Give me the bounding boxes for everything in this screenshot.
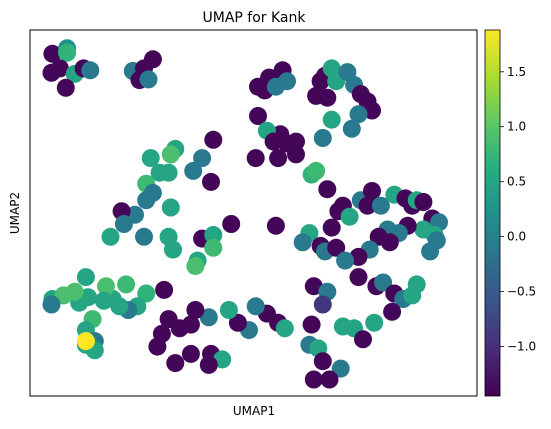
scatter-point — [140, 70, 158, 88]
scatter-point — [43, 64, 61, 82]
scatter-point — [200, 356, 218, 374]
chart-title: UMAP for Kank — [203, 10, 307, 26]
scatter-point — [307, 162, 325, 180]
scatter-point — [314, 129, 332, 147]
scatter-point — [162, 199, 180, 217]
scatter-point — [403, 286, 421, 304]
colorbar-tick-label: 1.5 — [507, 65, 526, 79]
scatter-point — [269, 149, 287, 167]
scatter-point — [102, 228, 120, 246]
scatter-point — [305, 371, 323, 389]
scatter-point — [321, 371, 339, 389]
scatter-point — [341, 208, 359, 226]
scatter-point — [323, 219, 341, 237]
scatter-point — [323, 111, 341, 129]
scatter-point — [184, 162, 202, 180]
scatter-point — [365, 314, 383, 332]
scatter-point — [294, 233, 312, 251]
x-axis-label: UMAP1 — [233, 404, 275, 418]
scatter-point — [148, 338, 166, 356]
scatter-point — [115, 215, 133, 233]
colorbar-tick-label: 0.5 — [507, 175, 526, 189]
scatter-point — [267, 217, 285, 235]
scatter-point — [81, 61, 99, 79]
scatter-point — [343, 120, 361, 138]
points-layer — [43, 39, 449, 388]
scatter-point — [204, 131, 222, 149]
scatter-point — [222, 215, 240, 233]
colorbar — [485, 30, 500, 396]
scatter-point — [204, 239, 222, 257]
scatter-point — [421, 242, 439, 260]
scatter-point — [77, 332, 95, 350]
colorbar-tick-label: 0.0 — [507, 230, 526, 244]
scatter-point — [247, 297, 265, 315]
scatter-point — [202, 173, 220, 191]
scatter-point — [383, 303, 401, 321]
scatter-point — [57, 79, 75, 97]
scatter-point — [381, 233, 399, 251]
scatter-point — [155, 281, 173, 299]
scatter-point — [117, 275, 135, 293]
scatter-point — [166, 354, 184, 372]
scatter-point — [314, 296, 332, 314]
scatter-point — [137, 191, 155, 209]
scatter-point — [318, 180, 336, 198]
scatter-point — [247, 149, 265, 167]
scatter-point — [350, 268, 368, 286]
scatter-point — [267, 78, 285, 96]
scatter-point — [58, 44, 76, 62]
y-axis-label: UMAP2 — [8, 192, 22, 234]
scatter-point — [182, 345, 200, 363]
scatter-point — [220, 301, 238, 319]
colorbar-tick-label: 1.0 — [507, 120, 526, 134]
scatter-point — [186, 257, 204, 275]
scatter-point — [414, 193, 432, 211]
scatter-point — [164, 241, 182, 259]
colorbar-tick-label: −1.0 — [507, 340, 536, 354]
scatter-point — [287, 145, 305, 163]
scatter-point — [135, 228, 153, 246]
scatter-point — [77, 268, 95, 286]
colorbar-tick-label: −0.5 — [507, 285, 536, 299]
scatter-point — [314, 352, 332, 370]
scatter-point — [43, 296, 61, 314]
scatter-point — [336, 252, 354, 270]
scatter-point — [95, 292, 113, 310]
scatter-point — [160, 164, 178, 182]
scatter-point — [354, 330, 372, 348]
scatter-point — [318, 89, 336, 107]
scatter-point — [162, 145, 180, 163]
colorbar-ticks: −1.0 −0.5 0.0 0.5 1.0 1.5 — [500, 65, 536, 354]
scatter-point — [303, 316, 321, 334]
scatter-point — [276, 319, 294, 337]
